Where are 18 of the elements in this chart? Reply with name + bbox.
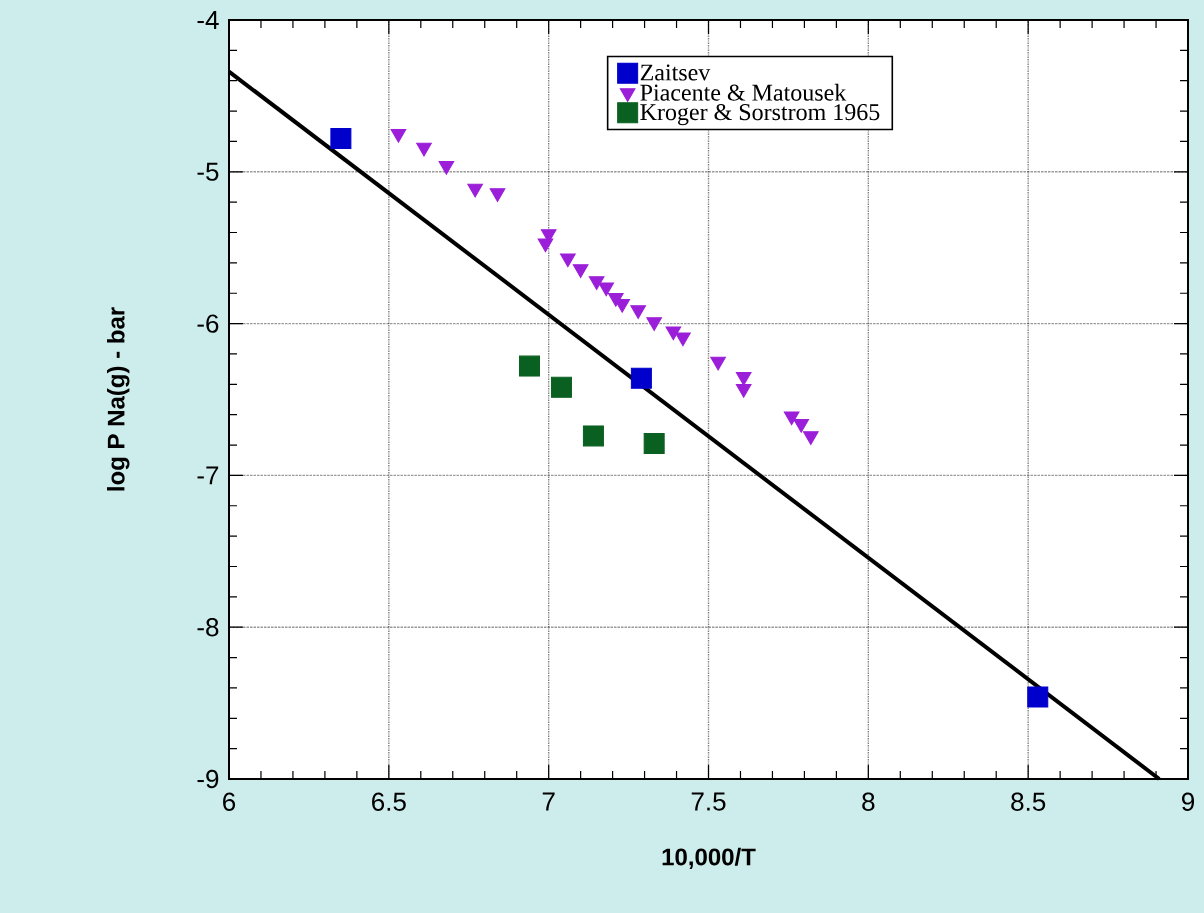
x-tick-label: 6 <box>223 792 236 811</box>
x-axis-title: 10,000/T <box>662 847 756 869</box>
y-tick-label: -4 <box>197 11 219 29</box>
legend-label: Kroger & Sorstrom 1965 <box>640 104 880 126</box>
y-tick-label: -6 <box>197 314 219 333</box>
x-tick-label: 7 <box>542 792 555 811</box>
y-tick-label: -5 <box>197 162 219 181</box>
legend-label: Zaitsev <box>640 64 711 81</box>
x-tick-label: 9 <box>1182 792 1195 811</box>
y-tick-label: -9 <box>197 769 219 789</box>
x-tick-label: 6.5 <box>372 792 406 811</box>
y-tick-label: -7 <box>197 466 219 485</box>
y-axis-title: log P Na(g) - bar <box>107 307 130 491</box>
x-tick-label: 8.5 <box>1011 792 1046 811</box>
legend-label: Piacente & Matousek <box>640 83 847 101</box>
x-tick-label: 7.5 <box>691 792 726 811</box>
y-tick-label: -8 <box>197 617 219 637</box>
x-tick-label: 8 <box>862 792 875 811</box>
